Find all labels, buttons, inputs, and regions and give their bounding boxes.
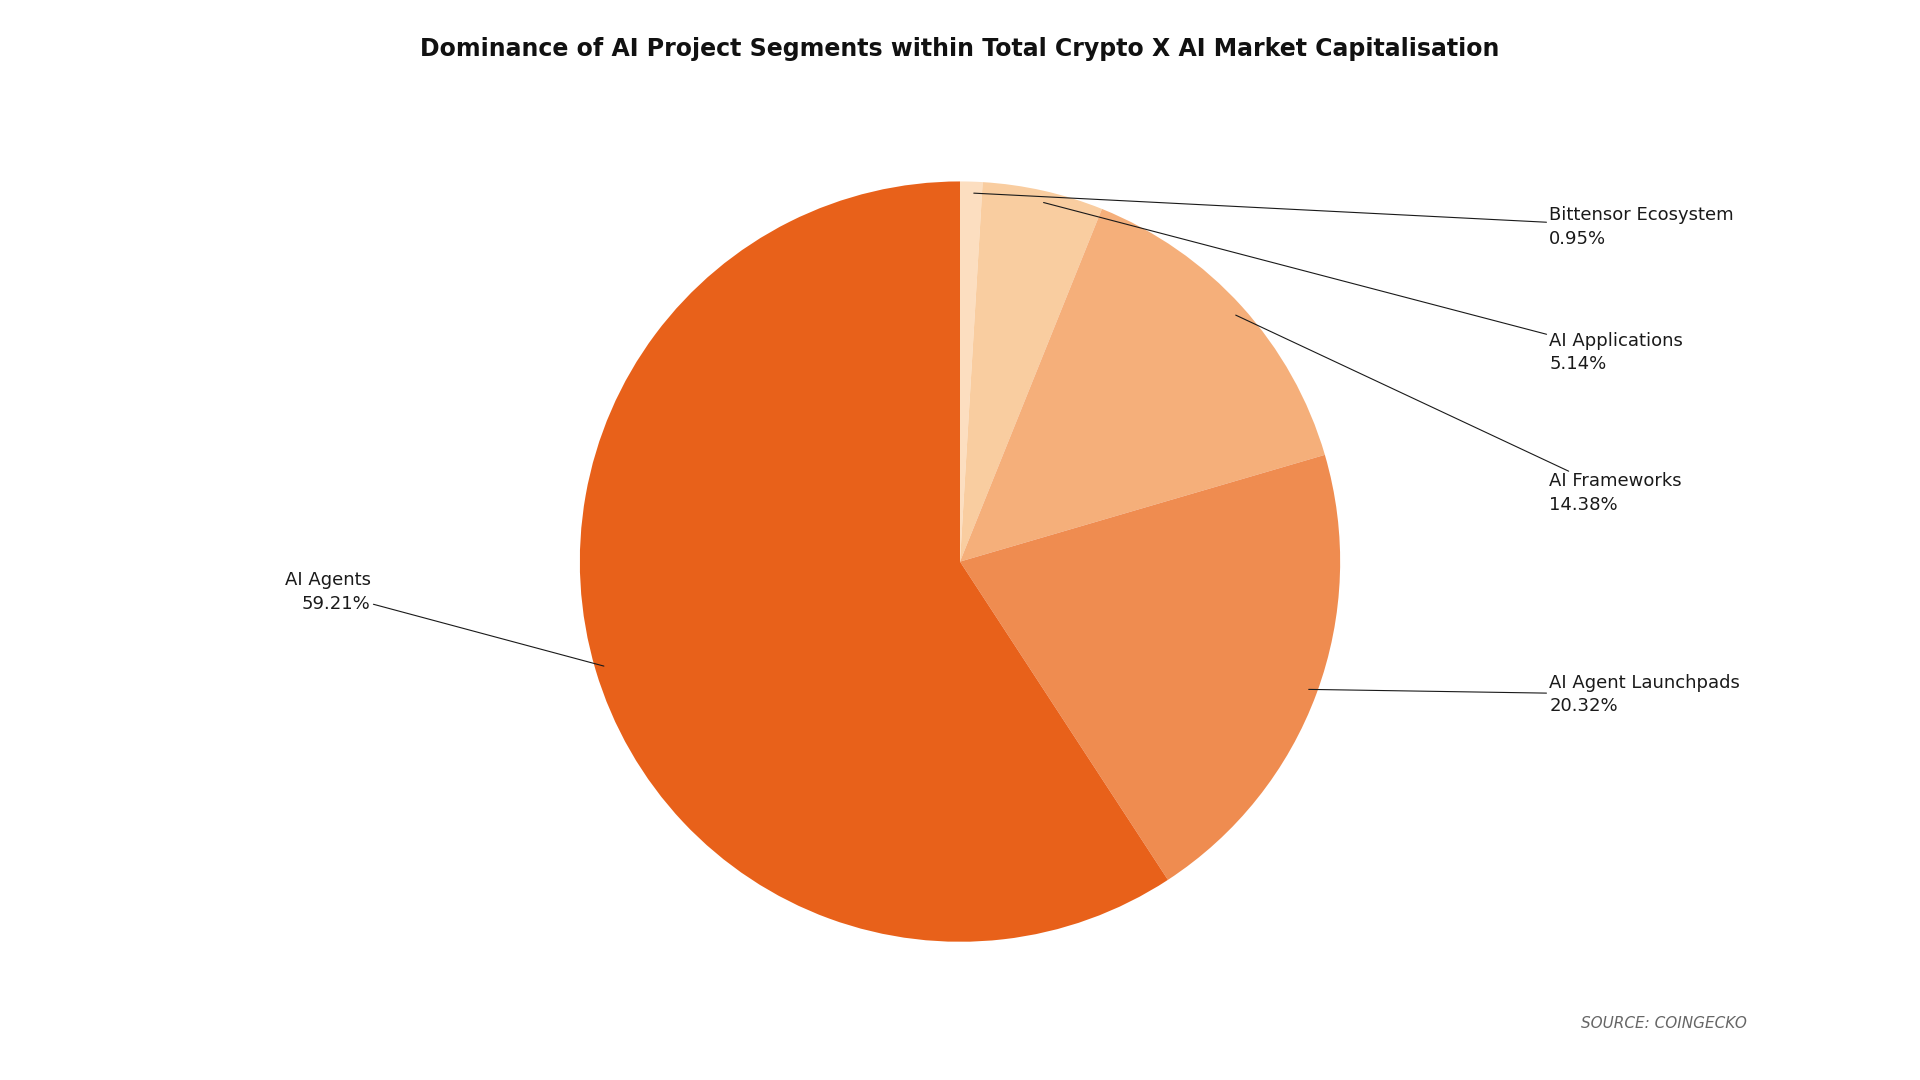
- Text: AI Agent Launchpads
20.32%: AI Agent Launchpads 20.32%: [1309, 674, 1740, 715]
- Wedge shape: [960, 183, 1102, 562]
- Wedge shape: [960, 181, 983, 562]
- Text: SOURCE: COINGECKO: SOURCE: COINGECKO: [1582, 1016, 1747, 1031]
- Text: AI Agents
59.21%: AI Agents 59.21%: [284, 571, 605, 666]
- Wedge shape: [960, 455, 1340, 880]
- Text: AI Applications
5.14%: AI Applications 5.14%: [1044, 203, 1684, 374]
- Text: AI Frameworks
14.38%: AI Frameworks 14.38%: [1236, 315, 1682, 514]
- Text: Bittensor Ecosystem
0.95%: Bittensor Ecosystem 0.95%: [973, 193, 1734, 247]
- Wedge shape: [580, 181, 1167, 942]
- Wedge shape: [960, 208, 1325, 562]
- Title: Dominance of AI Project Segments within Total Crypto X AI Market Capitalisation: Dominance of AI Project Segments within …: [420, 37, 1500, 60]
